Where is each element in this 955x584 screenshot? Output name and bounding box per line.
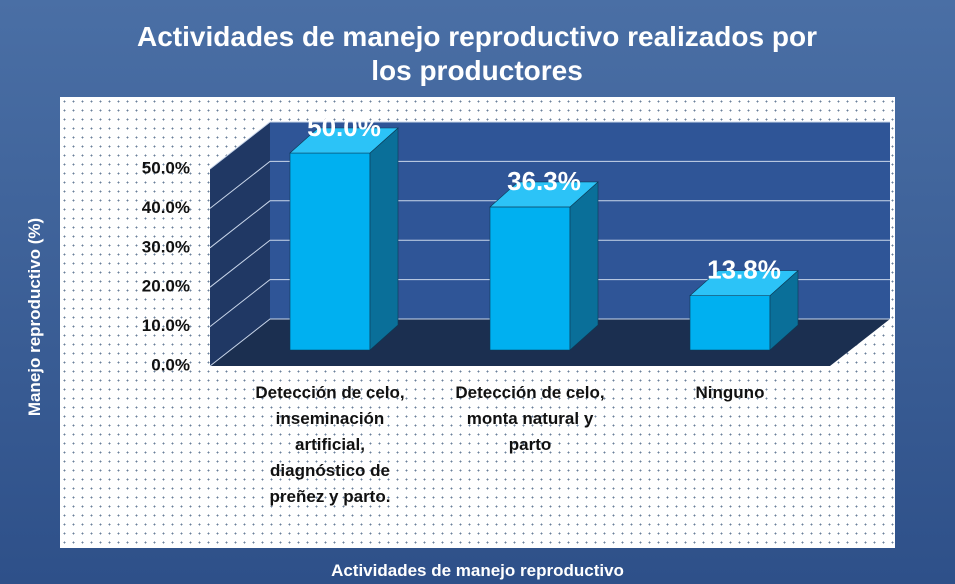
- bar-side: [369, 127, 399, 351]
- y-tick-label: 40.0%: [142, 198, 190, 217]
- bar-top: [689, 270, 799, 296]
- data-label: 36.3%: [507, 166, 581, 196]
- x-axis-label: Actividades de manejo reproductivo: [331, 561, 624, 580]
- x-tick-label: Ninguno: [695, 383, 765, 402]
- data-label: 50.0%: [307, 112, 381, 142]
- grid-line: [209, 239, 890, 288]
- bar: [289, 127, 399, 351]
- bar-front: [489, 206, 571, 351]
- y-tick-label: 50.0%: [142, 158, 190, 177]
- bar-top: [289, 127, 399, 154]
- bar-front: [689, 295, 771, 351]
- chart-title: Actividades de manejo reproductivo reali…: [137, 21, 817, 86]
- grid-line: [209, 121, 890, 170]
- y-tick-label: 10.0%: [142, 316, 190, 335]
- bar: [689, 269, 799, 351]
- bar-front: [289, 152, 371, 351]
- y-tick-label: 20.0%: [142, 277, 190, 296]
- x-tick-label: Detección de celo, monta natural y parto: [455, 383, 605, 454]
- grid-line: [209, 279, 890, 327]
- y-tick-label: 0.0%: [151, 355, 190, 374]
- x-tick-label: Detección de celo, inseminación artifici…: [255, 383, 405, 506]
- grid-line: [209, 160, 890, 209]
- y-tick-label: 30.0%: [142, 237, 190, 256]
- bar-top: [489, 181, 599, 208]
- y-axis-label: Manejo reproductivo (%): [25, 217, 44, 417]
- grid-line: [209, 200, 890, 249]
- grid-line: [209, 318, 890, 367]
- side-wall: [210, 122, 270, 366]
- data-label: 13.8%: [707, 255, 781, 285]
- bar-side: [569, 181, 599, 351]
- bar: [489, 181, 599, 351]
